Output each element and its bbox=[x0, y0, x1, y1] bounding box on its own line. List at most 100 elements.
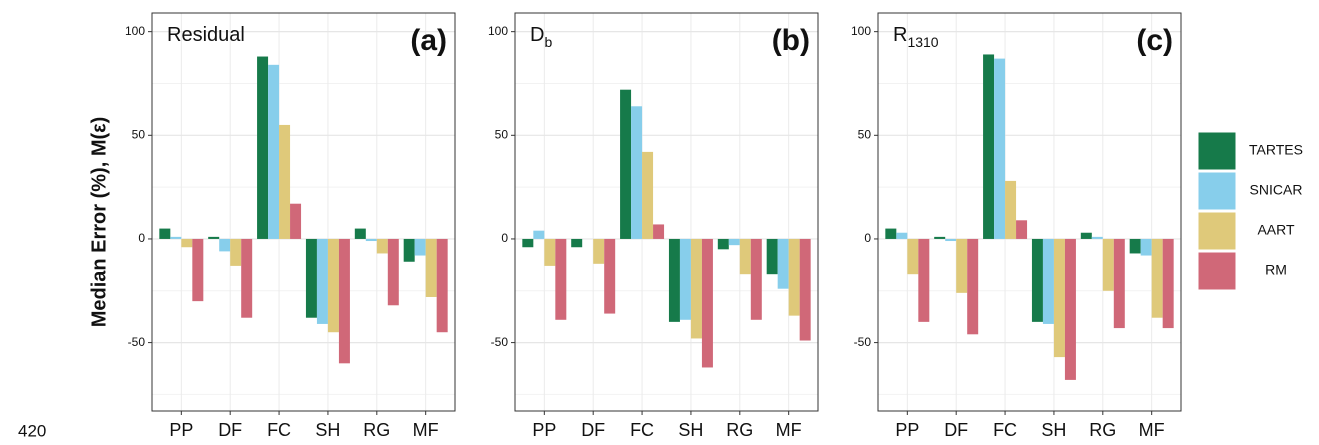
y-tick-label: 0 bbox=[501, 231, 508, 245]
bar bbox=[934, 236, 946, 239]
y-tick-label: 0 bbox=[138, 231, 145, 245]
bar bbox=[679, 238, 691, 320]
bar bbox=[1162, 238, 1174, 329]
series-group: SNICAR bbox=[896, 58, 1152, 324]
series-group: SNICAR bbox=[533, 106, 789, 320]
bar bbox=[945, 238, 957, 242]
panel-tag: (c) bbox=[1136, 24, 1173, 57]
bar bbox=[1042, 238, 1054, 324]
bar bbox=[544, 238, 556, 266]
y-tick-label: 100 bbox=[488, 24, 508, 38]
plot-background bbox=[515, 13, 818, 411]
y-tick-label: -50 bbox=[128, 335, 146, 349]
bar bbox=[1080, 232, 1092, 239]
y-axis-label: Median Error (%), M(ε) bbox=[88, 117, 110, 328]
bar bbox=[555, 238, 567, 320]
y-tick-label: 50 bbox=[132, 127, 146, 141]
y-tick-label: 0 bbox=[864, 231, 871, 245]
series-group: AART bbox=[544, 151, 800, 339]
series-group: RM bbox=[918, 220, 1174, 380]
plot-background bbox=[152, 13, 455, 411]
y-tick-label: 100 bbox=[851, 24, 871, 38]
bar bbox=[376, 238, 388, 254]
bar bbox=[766, 238, 778, 275]
x-tick-label: SH bbox=[315, 420, 340, 440]
plot-frame bbox=[151, 12, 456, 412]
bar bbox=[907, 238, 919, 275]
bar bbox=[241, 238, 253, 318]
bar bbox=[777, 238, 789, 289]
bar bbox=[230, 238, 242, 266]
y-tick-label: -50 bbox=[854, 335, 872, 349]
bar bbox=[690, 238, 702, 339]
panel-label: Db bbox=[530, 24, 552, 49]
bar bbox=[403, 238, 415, 262]
bar bbox=[1016, 220, 1028, 239]
bar bbox=[414, 238, 426, 256]
x-tick-label: PP bbox=[169, 420, 193, 440]
x-tick-label: MF bbox=[413, 420, 439, 440]
series-group: TARTES bbox=[522, 89, 778, 322]
bar bbox=[918, 238, 930, 322]
bar bbox=[257, 56, 269, 239]
x-tick-label: PP bbox=[895, 420, 919, 440]
bar bbox=[1151, 238, 1163, 318]
bar bbox=[159, 228, 171, 239]
x-tick-label: RG bbox=[726, 420, 753, 440]
bar bbox=[1005, 180, 1017, 239]
panel-label-subscript: b bbox=[544, 34, 552, 50]
bar bbox=[279, 124, 291, 239]
bar bbox=[717, 238, 729, 250]
legend-label: SNICAR bbox=[1250, 182, 1303, 198]
series-group: AART bbox=[907, 180, 1163, 358]
panel-label: R1310 bbox=[893, 24, 939, 49]
panel-label-subscript: 1310 bbox=[907, 34, 938, 50]
bar bbox=[701, 238, 713, 368]
series-group: AART bbox=[181, 124, 437, 333]
bar bbox=[290, 203, 302, 239]
bar bbox=[1113, 238, 1125, 329]
panel-tag: (b) bbox=[772, 24, 810, 57]
bar bbox=[268, 64, 280, 239]
bar bbox=[604, 238, 616, 314]
bar bbox=[739, 238, 751, 275]
plot-background bbox=[878, 13, 1181, 411]
legend-label: AART bbox=[1257, 222, 1295, 238]
x-tick-label: PP bbox=[532, 420, 556, 440]
bar bbox=[653, 224, 665, 239]
bar bbox=[750, 238, 762, 320]
bar bbox=[533, 230, 545, 239]
y-tick-label: -50 bbox=[491, 335, 509, 349]
bar bbox=[668, 238, 680, 322]
bar bbox=[1031, 238, 1043, 322]
x-tick-label: DF bbox=[218, 420, 242, 440]
bar bbox=[365, 238, 377, 242]
bar bbox=[571, 238, 583, 248]
legend-swatch bbox=[1197, 211, 1237, 251]
panel-label-main: D bbox=[530, 24, 544, 46]
panel-label: Residual bbox=[167, 24, 245, 46]
bar bbox=[956, 238, 968, 293]
x-tick-label: FC bbox=[267, 420, 291, 440]
bar bbox=[642, 151, 654, 239]
bar bbox=[354, 228, 366, 239]
bar bbox=[620, 89, 632, 239]
bar bbox=[387, 238, 399, 306]
panel-label-main: R bbox=[893, 24, 907, 46]
bar bbox=[436, 238, 448, 333]
bar bbox=[967, 238, 979, 335]
bar bbox=[1053, 238, 1065, 358]
bar bbox=[425, 238, 437, 297]
legend-swatch bbox=[1197, 171, 1237, 211]
series-group: TARTES bbox=[885, 54, 1141, 322]
bar bbox=[170, 236, 182, 239]
panel-tag: (a) bbox=[410, 24, 447, 57]
y-tick-label: 50 bbox=[495, 127, 509, 141]
series-group: RM bbox=[555, 224, 811, 368]
y-tick-label: 50 bbox=[858, 127, 872, 141]
bar bbox=[219, 238, 231, 252]
bar bbox=[522, 238, 534, 248]
x-tick-label: DF bbox=[581, 420, 605, 440]
bar bbox=[896, 232, 908, 239]
